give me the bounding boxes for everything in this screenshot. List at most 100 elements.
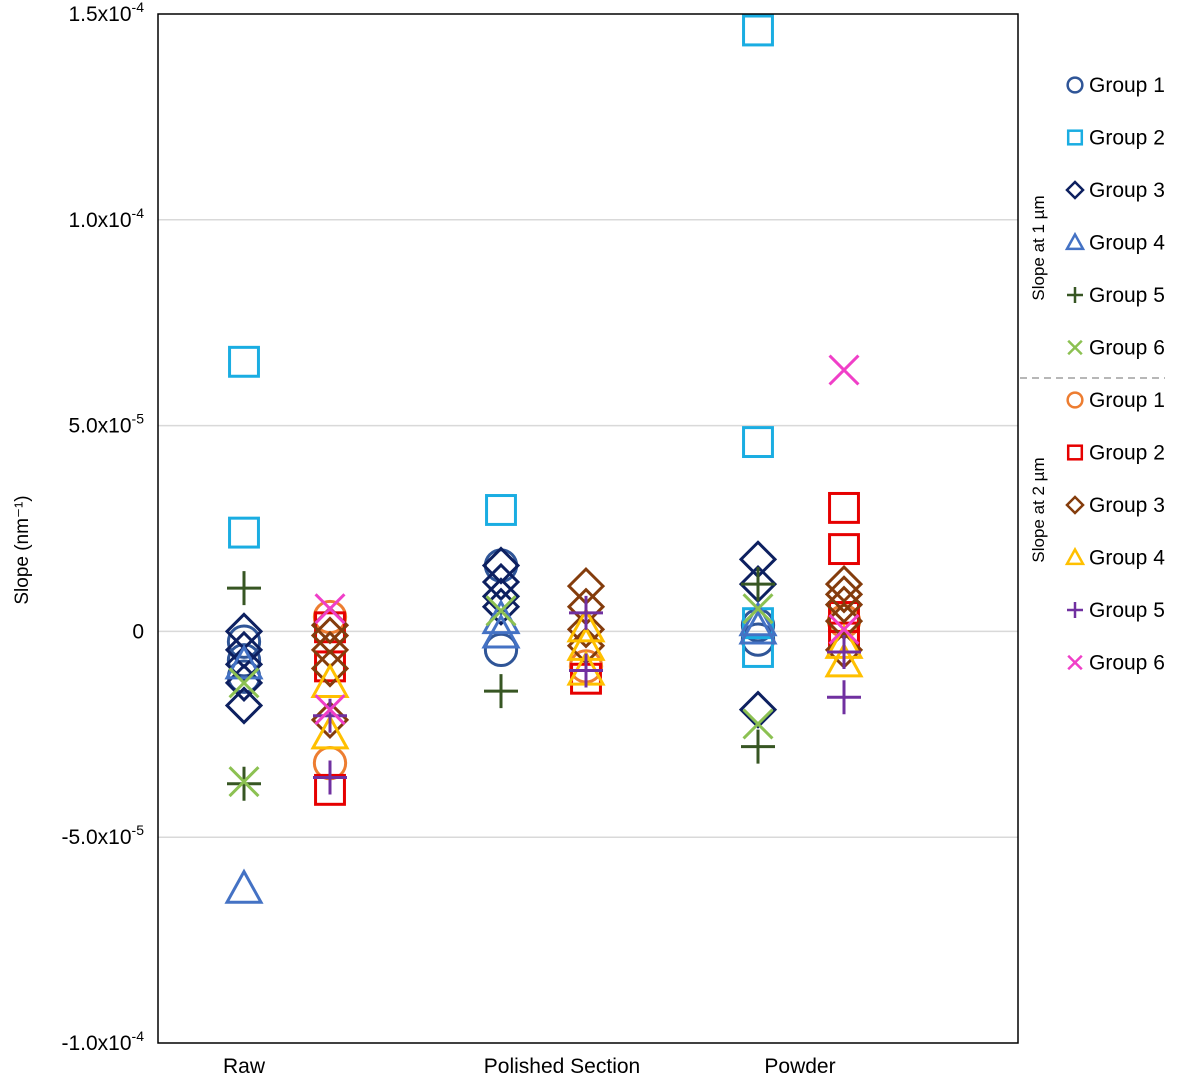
data-point (824, 575, 864, 614)
y-tick-mantissa: 0 (132, 620, 144, 643)
data-point (224, 868, 264, 904)
y-tick-label: -1.0x10-4 (62, 1028, 145, 1055)
legend: Group 1 Group 2 Group 3 Group 4 Group 5 Group… (1020, 74, 1165, 675)
y-tick-mantissa: 1.0x10 (68, 209, 131, 232)
legend-label: Group 3 (1089, 494, 1165, 517)
data-point (824, 642, 864, 678)
data-point (228, 766, 260, 798)
legend-label: Group 4 (1089, 232, 1165, 255)
legend-marker (1067, 654, 1083, 671)
legend-label: Group 2 (1089, 127, 1165, 150)
legend-label: Group 6 (1089, 652, 1165, 675)
legend-label: Group 5 (1089, 284, 1165, 307)
data-point (569, 653, 603, 688)
data-point (310, 649, 350, 688)
x-category-labels: Raw Polished Section Powder (223, 1055, 836, 1078)
data-point (742, 426, 774, 459)
y-tick-exponent: -5 (132, 411, 145, 427)
legend-label: Group 3 (1089, 179, 1165, 202)
data-point (828, 613, 860, 645)
y-tick-exponent: -5 (132, 822, 145, 838)
data-point (481, 546, 521, 585)
legend-item: Group 4 (1064, 231, 1165, 255)
data-point (742, 708, 774, 740)
legend-label: Group 2 (1089, 442, 1165, 465)
legend-marker (1065, 495, 1085, 515)
data-point (228, 667, 260, 699)
legend-marker (1064, 231, 1086, 251)
legend-item: Group 6 (1067, 652, 1165, 675)
data-point (738, 601, 778, 637)
legend-item: Group 3 (1065, 494, 1165, 517)
legend-item: Group 1 (1066, 389, 1165, 412)
data-point (566, 607, 606, 643)
data-point (481, 613, 521, 649)
data-point (566, 610, 606, 649)
data-point (226, 624, 262, 659)
legend-item: Group 5 (1067, 284, 1165, 307)
data-point (310, 616, 350, 655)
y-tick-exponent: -4 (132, 205, 145, 221)
legend-group-title: Slope at 2 µm (1029, 457, 1048, 562)
data-point (485, 494, 517, 526)
data-point (313, 698, 347, 733)
data-point (314, 593, 346, 625)
data-point (738, 690, 778, 729)
y-tick-exponent: -4 (132, 1028, 145, 1044)
legend-marker (1066, 391, 1084, 409)
data-point (741, 567, 775, 602)
legend-item: Group 4 (1064, 547, 1165, 570)
series-2um-group-2 (314, 491, 860, 806)
x-category-label: Polished Section (484, 1055, 640, 1078)
data-point (483, 632, 519, 668)
legend-item: Group 2 (1066, 442, 1165, 465)
data-point (828, 354, 860, 386)
y-tick-exponent: -4 (132, 0, 145, 15)
y-tick-mantissa: 5.0x10 (68, 415, 131, 438)
data-point (742, 14, 774, 47)
y-tick-mantissa: -1.0x10 (62, 1032, 132, 1055)
legend-group-title: Slope at 1 µm (1029, 195, 1048, 300)
data-point (485, 595, 517, 627)
legend-item: Group 2 (1066, 127, 1165, 150)
data-point (227, 571, 261, 606)
legend-marker (1067, 602, 1083, 618)
legend-label: Group 5 (1089, 599, 1165, 622)
y-axis-label: Slope (nm⁻¹) (12, 495, 33, 604)
data-point (827, 680, 861, 715)
legend-marker (1066, 444, 1084, 461)
legend-item: Group 6 (1067, 337, 1165, 360)
data-point (228, 516, 260, 549)
legend-marker (1066, 76, 1084, 94)
legend-label: Group 1 (1089, 389, 1165, 412)
series-1um-group-1 (226, 548, 776, 694)
data-point (742, 593, 774, 625)
data-point (313, 760, 347, 795)
data-point (228, 345, 260, 378)
data-point (484, 674, 518, 709)
series-1um-group-4 (224, 598, 778, 904)
series-2um-group-5 (313, 595, 861, 795)
data-point (828, 491, 860, 524)
data-point (824, 585, 864, 624)
legend-marker (1065, 180, 1085, 200)
data-point (738, 609, 778, 645)
y-tick-label: 1.5x10-4 (68, 0, 144, 26)
plot-area-border (157, 13, 1019, 1044)
legend-marker (1066, 129, 1084, 146)
series-1um-group-2 (228, 14, 774, 668)
legend-label: Group 1 (1089, 74, 1165, 97)
legend-item: Group 3 (1065, 179, 1165, 202)
data-point (824, 564, 864, 604)
data-point (310, 700, 350, 740)
data-point (828, 533, 860, 566)
legend-label: Group 4 (1089, 547, 1165, 570)
data-point (741, 729, 775, 764)
data-points (224, 14, 864, 904)
x-category-label: Raw (223, 1055, 266, 1078)
legend-marker (1067, 339, 1083, 356)
data-point (224, 686, 264, 725)
data-point (310, 714, 350, 750)
y-tick-labels: 1.5x10-41.0x10-45.0x10-50-5.0x10-5-1.0x1… (62, 0, 145, 1055)
